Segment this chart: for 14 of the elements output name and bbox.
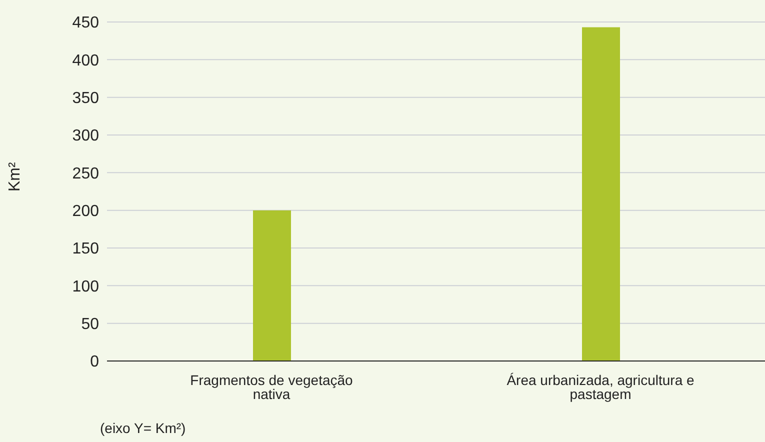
- y-tick-label: 250: [72, 165, 100, 182]
- y-tick-label: 350: [72, 90, 100, 108]
- y-tick-label: 400: [72, 52, 100, 70]
- y-tick-label: 100: [72, 278, 100, 296]
- y-tick-label: 0: [90, 354, 100, 371]
- y-tick-label: 50: [81, 316, 100, 334]
- text: (eixo Y= Km²): [100, 420, 186, 436]
- y-tick-label: 300: [72, 128, 100, 145]
- y-tick-label: 450: [72, 14, 100, 32]
- y-tick-label: 200: [72, 203, 100, 220]
- x-tick-label: Área urbanizada, agricultura e pastagem: [506, 372, 694, 402]
- y-tick-label: 150: [72, 240, 100, 258]
- y-axis-title: Km²: [6, 162, 24, 192]
- x-tick-label: Fragmentos de vegetação nativa: [190, 372, 354, 402]
